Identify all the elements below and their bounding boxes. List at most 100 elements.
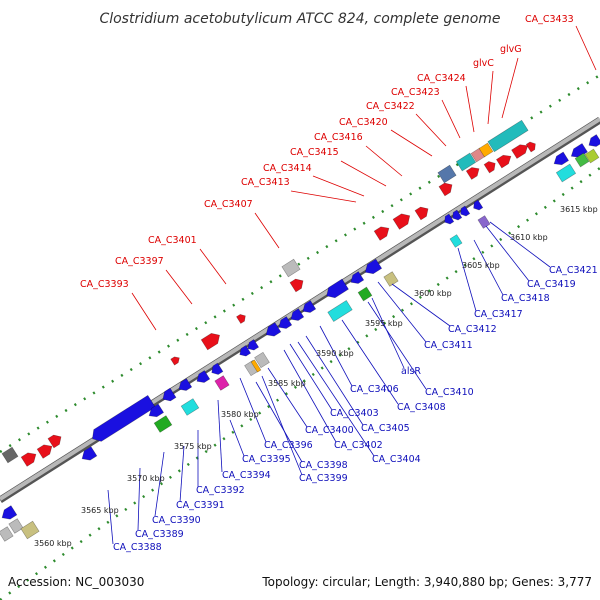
gene-label: CA_C3410 [425,387,474,398]
forward-gene-arrow [47,434,62,449]
label-leader-line [255,381,303,463]
gene-feature [281,258,301,278]
forward-gene-arrow [414,206,429,221]
gene-label: CA_C3407 [204,199,253,210]
gene-label: CA_C3389 [135,529,184,540]
label-leader-line [154,451,165,517]
label-leader-line [367,301,427,390]
reverse-gene-arrow [239,345,252,357]
label-leader-line [131,292,157,331]
label-leader-line [137,467,141,531]
label-leader-line [371,297,405,369]
label-leader-line [229,419,245,457]
genome-summary-text: Topology: circular; Length: 3,940,880 bp… [261,575,592,589]
gene-features [0,119,600,542]
reverse-gene-arrow [1,505,18,520]
forward-gene-arrow [483,161,496,174]
gene-label: CA_C3417 [474,309,523,320]
label-leader-line [457,247,477,312]
label-leader-line [290,190,357,203]
reverse-gene-arrow [364,258,383,275]
reverse-gene-arrow [588,134,600,147]
forward-gene-labels: CA_C3393 CA_C3397 CA_C3401 CA_C3407 CA_C… [80,14,574,290]
gene-label: CA_C3419 [527,279,576,290]
gene-feature [455,152,477,172]
tick-label: 3580 kbp [221,410,259,419]
label-leader-line [305,335,364,426]
gene-feature [8,518,24,534]
gene-label: glvG [500,44,522,55]
gene-label: CA_C3392 [196,485,245,496]
gene-label: CA_C3413 [241,177,290,188]
reverse-gene-arrow [178,378,193,391]
accession-text: Accession: NC_003030 [8,575,144,589]
reverse-gene-labels: CA_C3388 CA_C3389 CA_C3390 CA_C3391 CA_C… [113,265,598,553]
tick-label: 3585 kbp [268,379,306,388]
forward-gene-arrow [511,144,529,159]
gene-feature [357,286,373,302]
reverse-gene-arrow [452,209,463,221]
gene-feature [327,300,353,322]
gene-label: CA_C3422 [366,101,415,112]
gene-label: CA_C3414 [263,163,312,174]
gene-feature [214,375,230,391]
reverse-gene-arrow [148,403,165,418]
gene-label: glvC [473,58,494,69]
forward-gene-arrow [36,444,53,459]
gene-feature [574,152,590,168]
gene-label: CA_C3391 [176,500,225,511]
forward-gene-arrow [289,278,304,293]
tick-label: 3560 kbp [34,539,72,548]
label-leader-line [179,445,185,503]
forward-gene-arrow [200,333,220,351]
tick-label: 3615 kbp [560,205,598,214]
label-leader-line [473,239,504,296]
reverse-gene-arrow [92,394,156,442]
label-leader-line [575,25,597,71]
gene-label: CA_C3424 [417,73,466,84]
gene-label: CA_C3433 [525,14,574,25]
gene-label: CA_C3404 [372,454,421,465]
gene-feature [254,351,270,369]
label-leader-line [319,325,353,387]
forward-gene-arrow [236,314,246,324]
gene-feature [383,271,399,287]
gene-feature [555,163,577,183]
gene-label: CA_C3405 [361,423,410,434]
label-leader-line [377,281,427,343]
forward-gene-arrow [525,141,536,153]
label-leader-line [415,113,447,147]
gene-label: CA_C3401 [148,235,197,246]
tick-label: 3565 kbp [81,506,119,515]
reverse-gene-arrow [162,387,177,402]
gene-label: CA_C3390 [152,515,201,526]
label-leader-line [199,248,227,285]
label-leader-line [340,160,387,187]
reverse-gene-arrow [553,151,570,166]
label-leader-line [341,319,399,405]
tick-label: 3610 kbp [510,233,548,242]
gene-label: alsR [401,366,421,377]
gene-feature [477,215,491,229]
label-leader-line [465,85,475,133]
reverse-gene-arrow [460,205,471,217]
gene-label: CA_C3403 [330,408,379,419]
tick-label: 3600 kbp [414,289,452,298]
label-leader-line [217,399,223,473]
reverse-gene-arrow [247,339,260,351]
reverse-gene-arrow [81,446,98,461]
gene-label: CA_C3415 [290,147,339,158]
forward-gene-arrow [495,154,512,169]
label-leader-line [391,283,451,327]
tick-label: 3595 kbp [365,319,403,328]
forward-gene-arrow [373,226,390,241]
tick-label: 3590 kbp [316,349,354,358]
gene-label: CA_C3408 [397,402,446,413]
gene-label: CA_C3420 [339,117,388,128]
gene-feature [20,520,40,540]
gene-feature [487,119,529,153]
label-leader-line [289,343,333,411]
label-leader-line [485,225,530,282]
